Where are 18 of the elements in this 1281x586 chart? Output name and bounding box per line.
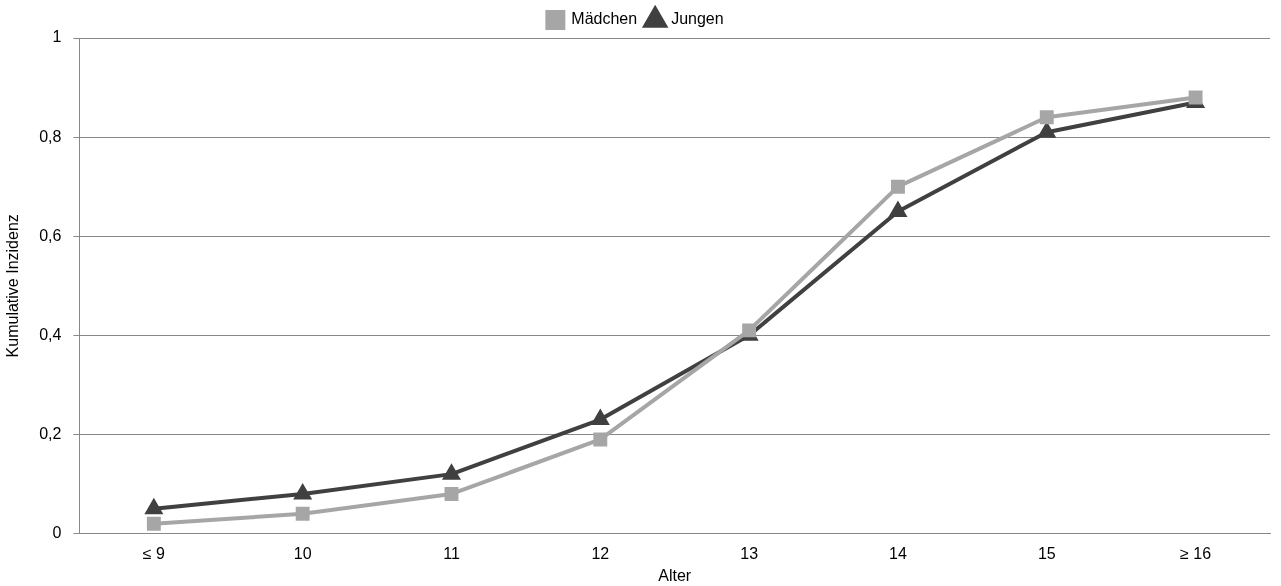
x-tick-label: 12 [591,544,610,562]
legend-label: Mädchen [571,10,638,28]
y-axis-title: Kumulative Inzidenz [4,214,22,358]
x-tick-label: 10 [293,544,312,562]
x-tick-label: 15 [1037,544,1056,562]
x-tick-label: 11 [443,544,460,562]
y-tick-label: 0 [52,524,62,542]
y-tick-label: 0,2 [39,424,62,442]
x-tick-label: ≤ 9 [142,544,166,562]
x-tick-label: 13 [740,544,759,562]
x-tick-label: 14 [889,544,907,562]
x-axis-title: Alter [658,566,692,584]
x-tick-label: ≥ 16 [1180,544,1212,562]
legend-label: Jungen [671,10,724,28]
y-tick-label: 1 [52,28,62,46]
y-tick-label: 0,6 [39,226,62,244]
y-tick-label: 0,4 [39,325,62,343]
y-tick-label: 0,8 [39,127,62,145]
